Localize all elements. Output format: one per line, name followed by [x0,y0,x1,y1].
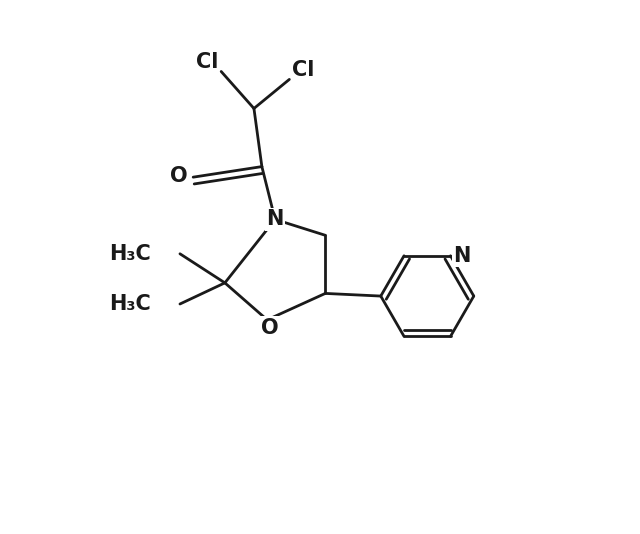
Text: Cl: Cl [196,52,219,73]
Text: H₃C: H₃C [109,244,151,264]
Text: N: N [454,246,471,266]
Text: O: O [170,166,187,186]
Text: Cl: Cl [292,60,314,81]
Text: H₃C: H₃C [109,294,151,314]
Text: N: N [266,209,284,230]
Text: O: O [261,318,278,338]
